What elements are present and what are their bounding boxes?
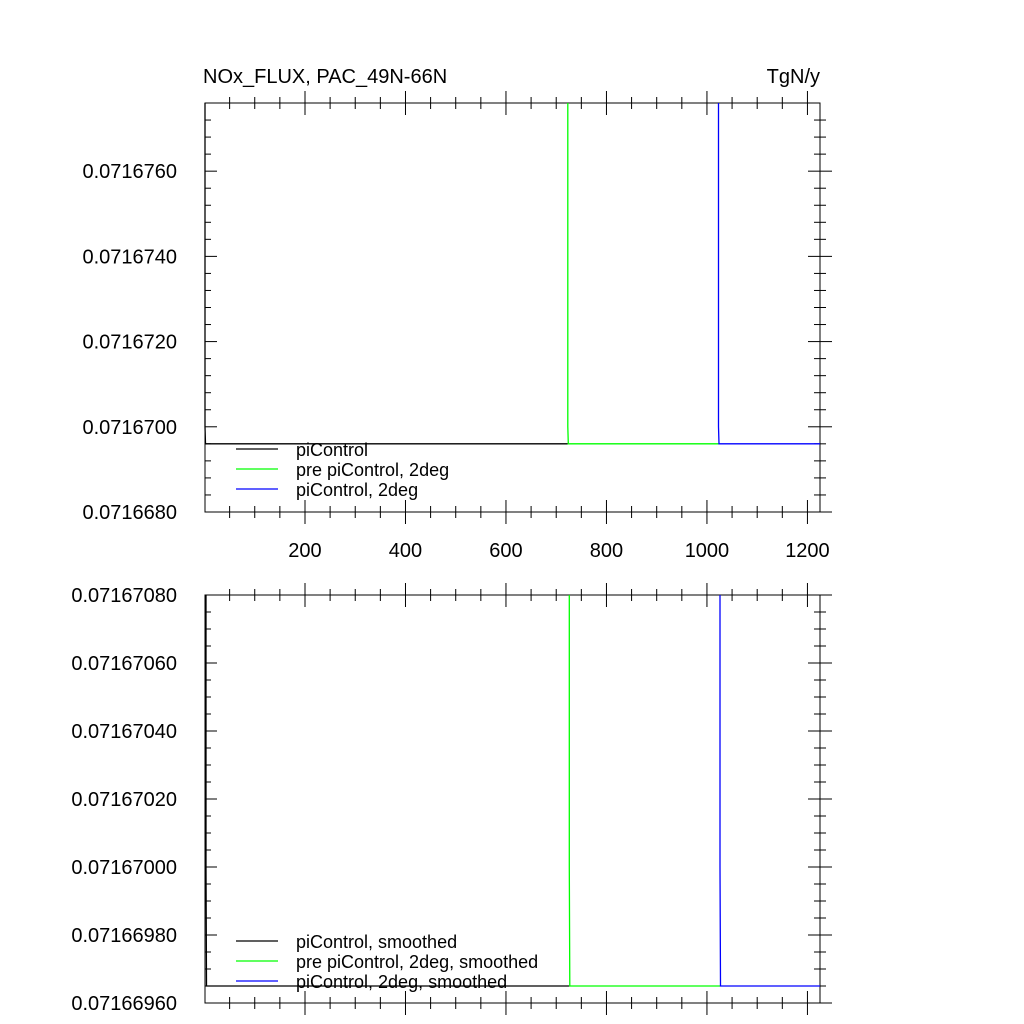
series-line <box>719 595 820 987</box>
y-tick-label: 0.0716680 <box>82 502 177 524</box>
series-line <box>717 103 820 445</box>
units-label: TgN/y <box>767 66 820 88</box>
legend-label: piControl, smoothed <box>296 932 457 952</box>
top-panel: 200 400 600 800 1000 1200 0.0716680 0.0716700 0.… <box>82 66 832 562</box>
series-line <box>205 595 570 987</box>
x-tick-label: 600 <box>489 540 522 562</box>
y-tick-label: 0.07167040 <box>71 721 177 743</box>
y-tick-label: 0.07167080 <box>71 585 177 607</box>
y-tick-label: 0.0716700 <box>82 417 177 439</box>
x-tick-label: 200 <box>288 540 321 562</box>
y-tick-label: 0.07166960 <box>71 993 177 1015</box>
y-tick-label: 0.0716720 <box>82 332 177 354</box>
x-tick-label: 1200 <box>785 540 830 562</box>
y-tick-label: 0.0716740 <box>82 246 177 268</box>
legend-label: piControl, 2deg, smoothed <box>296 972 507 992</box>
legend-label: pre piControl, 2deg, smoothed <box>296 952 538 972</box>
legend-label: piControl, 2deg <box>296 480 418 500</box>
x-tick-label: 1000 <box>685 540 730 562</box>
y-tick-label: 0.07167060 <box>71 653 177 675</box>
y-tick-label: 0.07166980 <box>71 925 177 947</box>
series-line <box>204 103 568 445</box>
legend-label: piControl <box>296 440 368 460</box>
chart-title: NOx_FLUX, PAC_49N-66N <box>203 66 447 88</box>
series-line <box>568 595 720 987</box>
bottom-panel: 0.07166960 0.07166980 0.07167000 0.07167020… <box>71 583 832 1015</box>
series-line <box>567 103 719 445</box>
y-tick-label: 0.07167020 <box>71 789 177 811</box>
x-tick-label: 800 <box>590 540 623 562</box>
legend-label: pre piControl, 2deg <box>296 460 449 480</box>
y-tick-label: 0.07167000 <box>71 857 177 879</box>
y-tick-label: 0.0716760 <box>82 161 177 183</box>
x-tick-label: 400 <box>389 540 422 562</box>
